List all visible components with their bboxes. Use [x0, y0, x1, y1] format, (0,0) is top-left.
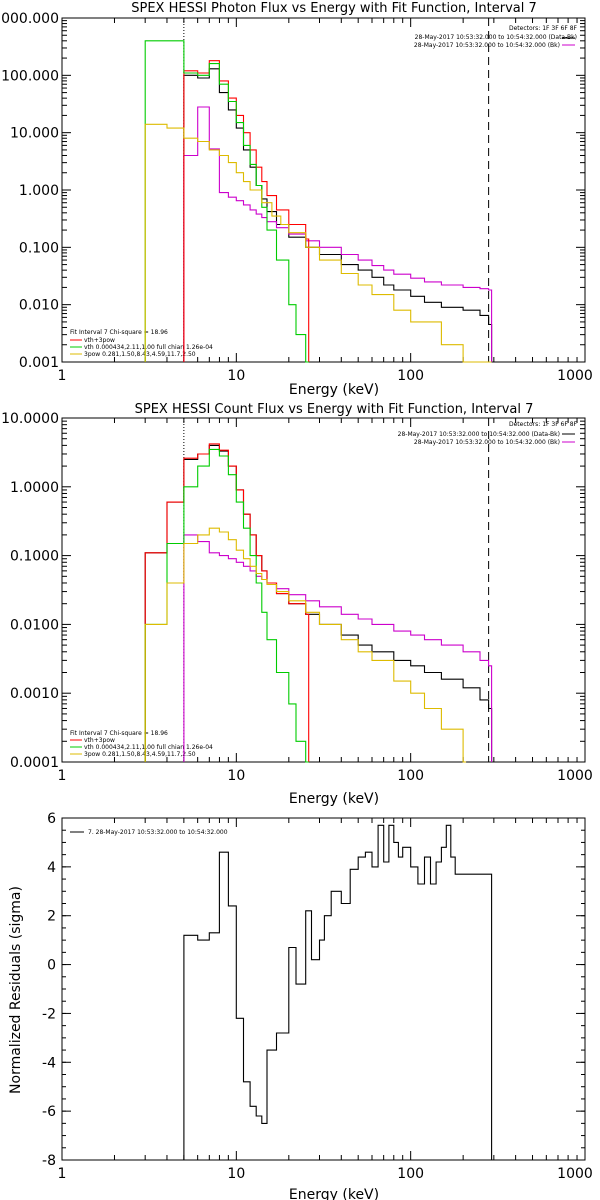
- x-tick-label: 10: [227, 1166, 245, 1182]
- series-bpow-line: [144, 527, 467, 763]
- y-tick-label: 0.010: [19, 298, 59, 314]
- plot-frame-0: [61, 17, 586, 363]
- series-bpow-line: [144, 123, 492, 363]
- y-tick-label: 2: [47, 909, 56, 925]
- y-tick-label: 0.100: [19, 240, 59, 256]
- x-tick-label: 1: [58, 768, 67, 784]
- x-tick-label: 1: [58, 368, 67, 384]
- count-legend-total: vth+3pow: [84, 737, 115, 744]
- y-tick-label: 4: [47, 860, 56, 876]
- series-vth-line: [144, 448, 309, 763]
- y-tick-label: 1000.000: [0, 11, 59, 27]
- y-tick-label: 1.000: [19, 183, 59, 199]
- count-flux-chart-title: SPEX HESSI Count Flux vs Energy with Fit…: [135, 402, 534, 417]
- x-tick-label: 10: [227, 368, 245, 384]
- y-tick-label: 0.0100: [10, 617, 59, 633]
- y-tick-label: 0.001: [19, 355, 59, 371]
- photon-header-bk: 28-May-2017 10:53:32.000 to 10:54:32.000…: [414, 42, 560, 49]
- y-tick-label: 0.0010: [10, 686, 59, 702]
- count-header-data-bk: 28-May-2017 10:53:32.000 to 10:54:32.000…: [398, 431, 560, 438]
- series-vth-line: [144, 40, 309, 363]
- series-data-line: [183, 824, 493, 1160]
- photon-legend-total: vth+3pow: [84, 337, 115, 344]
- residuals-chart: 7. 28-May-2017 10:53:32.000 to 10:54:32.…: [8, 811, 593, 1200]
- count-flux-chart: SPEX HESSI Count Flux vs Energy with Fit…: [1, 402, 593, 807]
- y-tick-label: 1.0000: [10, 480, 59, 496]
- y-tick-label: 0.0001: [10, 755, 59, 771]
- series-bk-line: [183, 534, 493, 762]
- y-tick-label: -2: [42, 1006, 56, 1022]
- plot-frame-1: [61, 417, 586, 763]
- y-tick-label: -4: [42, 1055, 56, 1071]
- x-tick-label: 100: [397, 1166, 424, 1182]
- series-total-line: [183, 60, 310, 362]
- count-legend-3pow: 3pow 0.281,1.50,8.43,4.59,11.7,2.50: [84, 751, 196, 758]
- count-header-bk: 28-May-2017 10:53:32.000 to 10:54:32.000…: [414, 439, 560, 446]
- photon-flux-chart-title: SPEX HESSI Photon Flux vs Energy with Fi…: [131, 1, 537, 16]
- x-tick-label: 1: [58, 1166, 67, 1182]
- series-total-line: [144, 443, 310, 762]
- photon-legend-3pow: 3pow 0.281,1.50,8.43,4.59,11.7,2.50: [84, 351, 196, 358]
- photon-flux-chart: SPEX HESSI Photon Flux vs Energy with Fi…: [0, 1, 593, 398]
- y-tick-label: 10.0000: [1, 411, 59, 427]
- y-tick-label: -8: [42, 1153, 56, 1169]
- x-tick-label: 10: [227, 768, 245, 784]
- x-tick-label: 100: [397, 368, 424, 384]
- photon-legend-fit: Fit Interval 7 Chi-square = 18.96: [70, 329, 168, 336]
- residuals-x-axis-label: Energy (keV): [289, 1187, 379, 1200]
- series-data-line: [183, 68, 493, 362]
- count-header-detectors: Detectors: 1F 3F 6F 8F: [509, 421, 578, 428]
- y-tick-label: 0.1000: [10, 549, 59, 565]
- residuals-legend-entry: 7. 28-May-2017 10:53:32.000 to 10:54:32.…: [88, 829, 228, 836]
- count-legend-fit: Fit Interval 7 Chi-square = 18.96: [70, 730, 168, 737]
- x-tick-label: 1000: [557, 1166, 593, 1182]
- x-tick-label: 1000: [557, 768, 593, 784]
- photon-header-data-bk: 28-May-2017 10:53:32.000 to 10:54:32.000…: [415, 34, 577, 41]
- y-tick-label: 0: [47, 958, 56, 974]
- series-bk-line: [183, 106, 493, 362]
- series-data-line: [144, 444, 493, 762]
- x-tick-label: 1000: [557, 368, 593, 384]
- photon-legend-vth: vth 0.000434,2.11,1.00 full chian 1.26e-…: [84, 344, 213, 351]
- y-tick-label: -6: [42, 1104, 56, 1120]
- count-x-axis-label: Energy (keV): [289, 791, 379, 807]
- y-tick-label: 6: [47, 811, 56, 827]
- residuals-y-axis-label: Normalized Residuals (sigma): [8, 886, 24, 1094]
- count-legend-vth: vth 0.000434,2.11,1.00 full chian 1.26e-…: [84, 744, 213, 751]
- y-tick-label: 10.000: [10, 126, 59, 142]
- x-tick-label: 100: [397, 768, 424, 784]
- photon-x-axis-label: Energy (keV): [289, 382, 379, 398]
- y-tick-label: 100.000: [1, 68, 59, 84]
- photon-header-detectors: Detectors: 1F 3F 6F 8F: [509, 25, 578, 32]
- plot-frame-2: [61, 817, 586, 1161]
